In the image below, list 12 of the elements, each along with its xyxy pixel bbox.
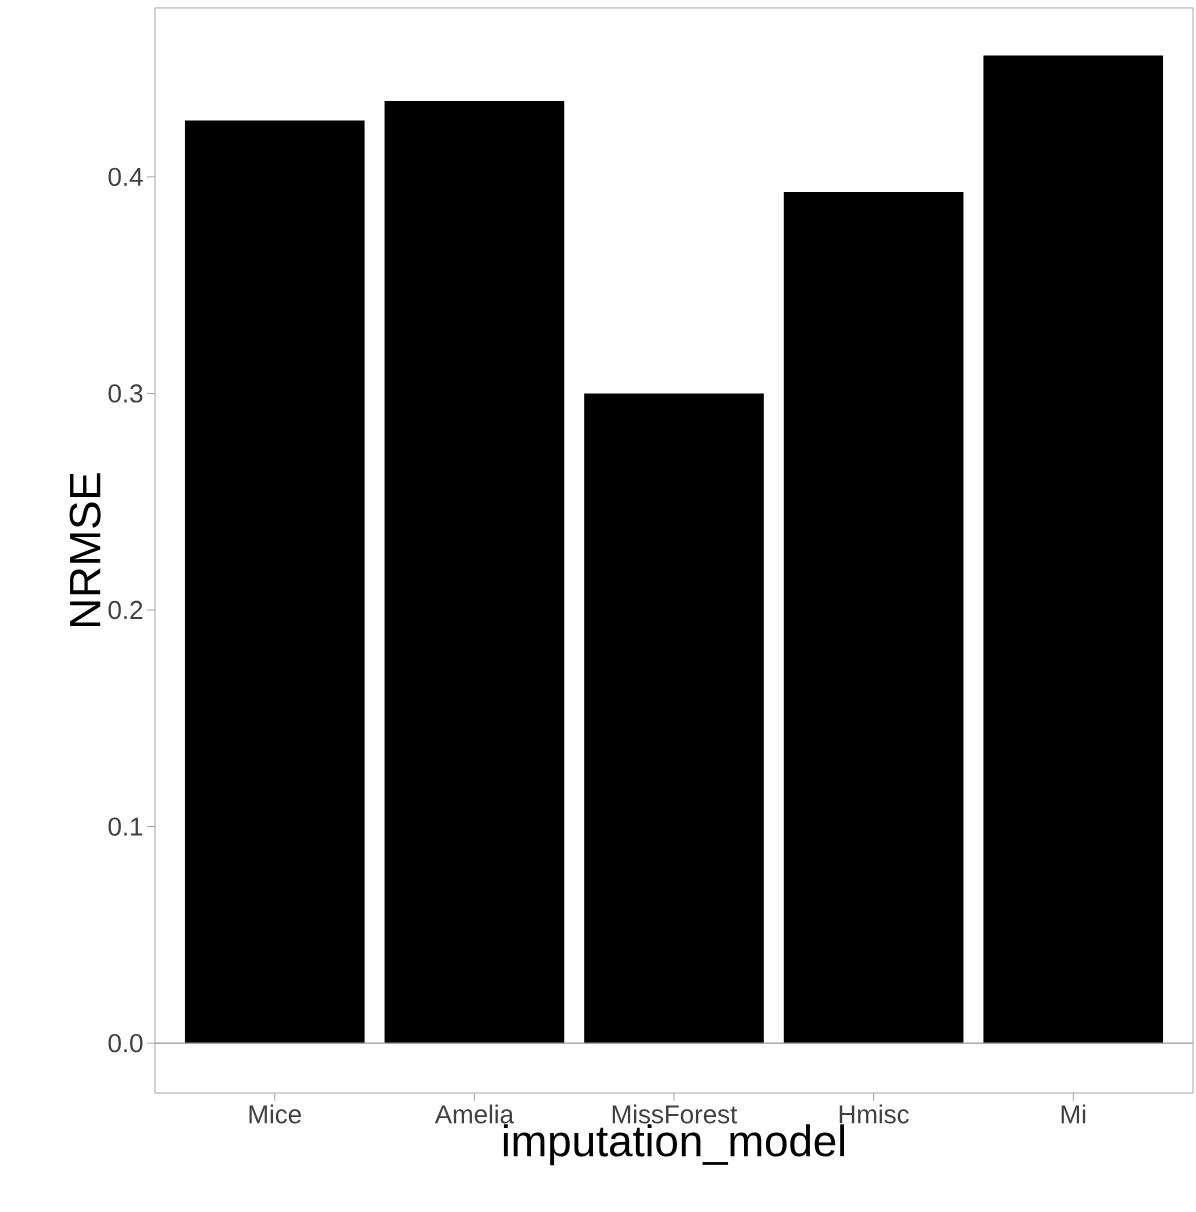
x-tick-label: Mi [1061,1104,1086,1124]
x-tick-label: MissForest [612,1104,738,1124]
x-axis-title: imputation_model [503,1124,845,1166]
x-tick-label: Hmisc [839,1104,909,1124]
x-tick-label: Mice [249,1104,301,1124]
y-tick-label: 0.2 [108,600,143,620]
y-tick-label: 0.0 [108,1034,143,1053]
y-tick-label: 0.4 [108,167,143,187]
y-tick-label: 0.1 [108,817,143,836]
x-tick-label: Amelia [434,1104,514,1124]
y-tick-label: 0.3 [108,384,143,403]
y-axis-title: NRMSE [69,473,101,627]
